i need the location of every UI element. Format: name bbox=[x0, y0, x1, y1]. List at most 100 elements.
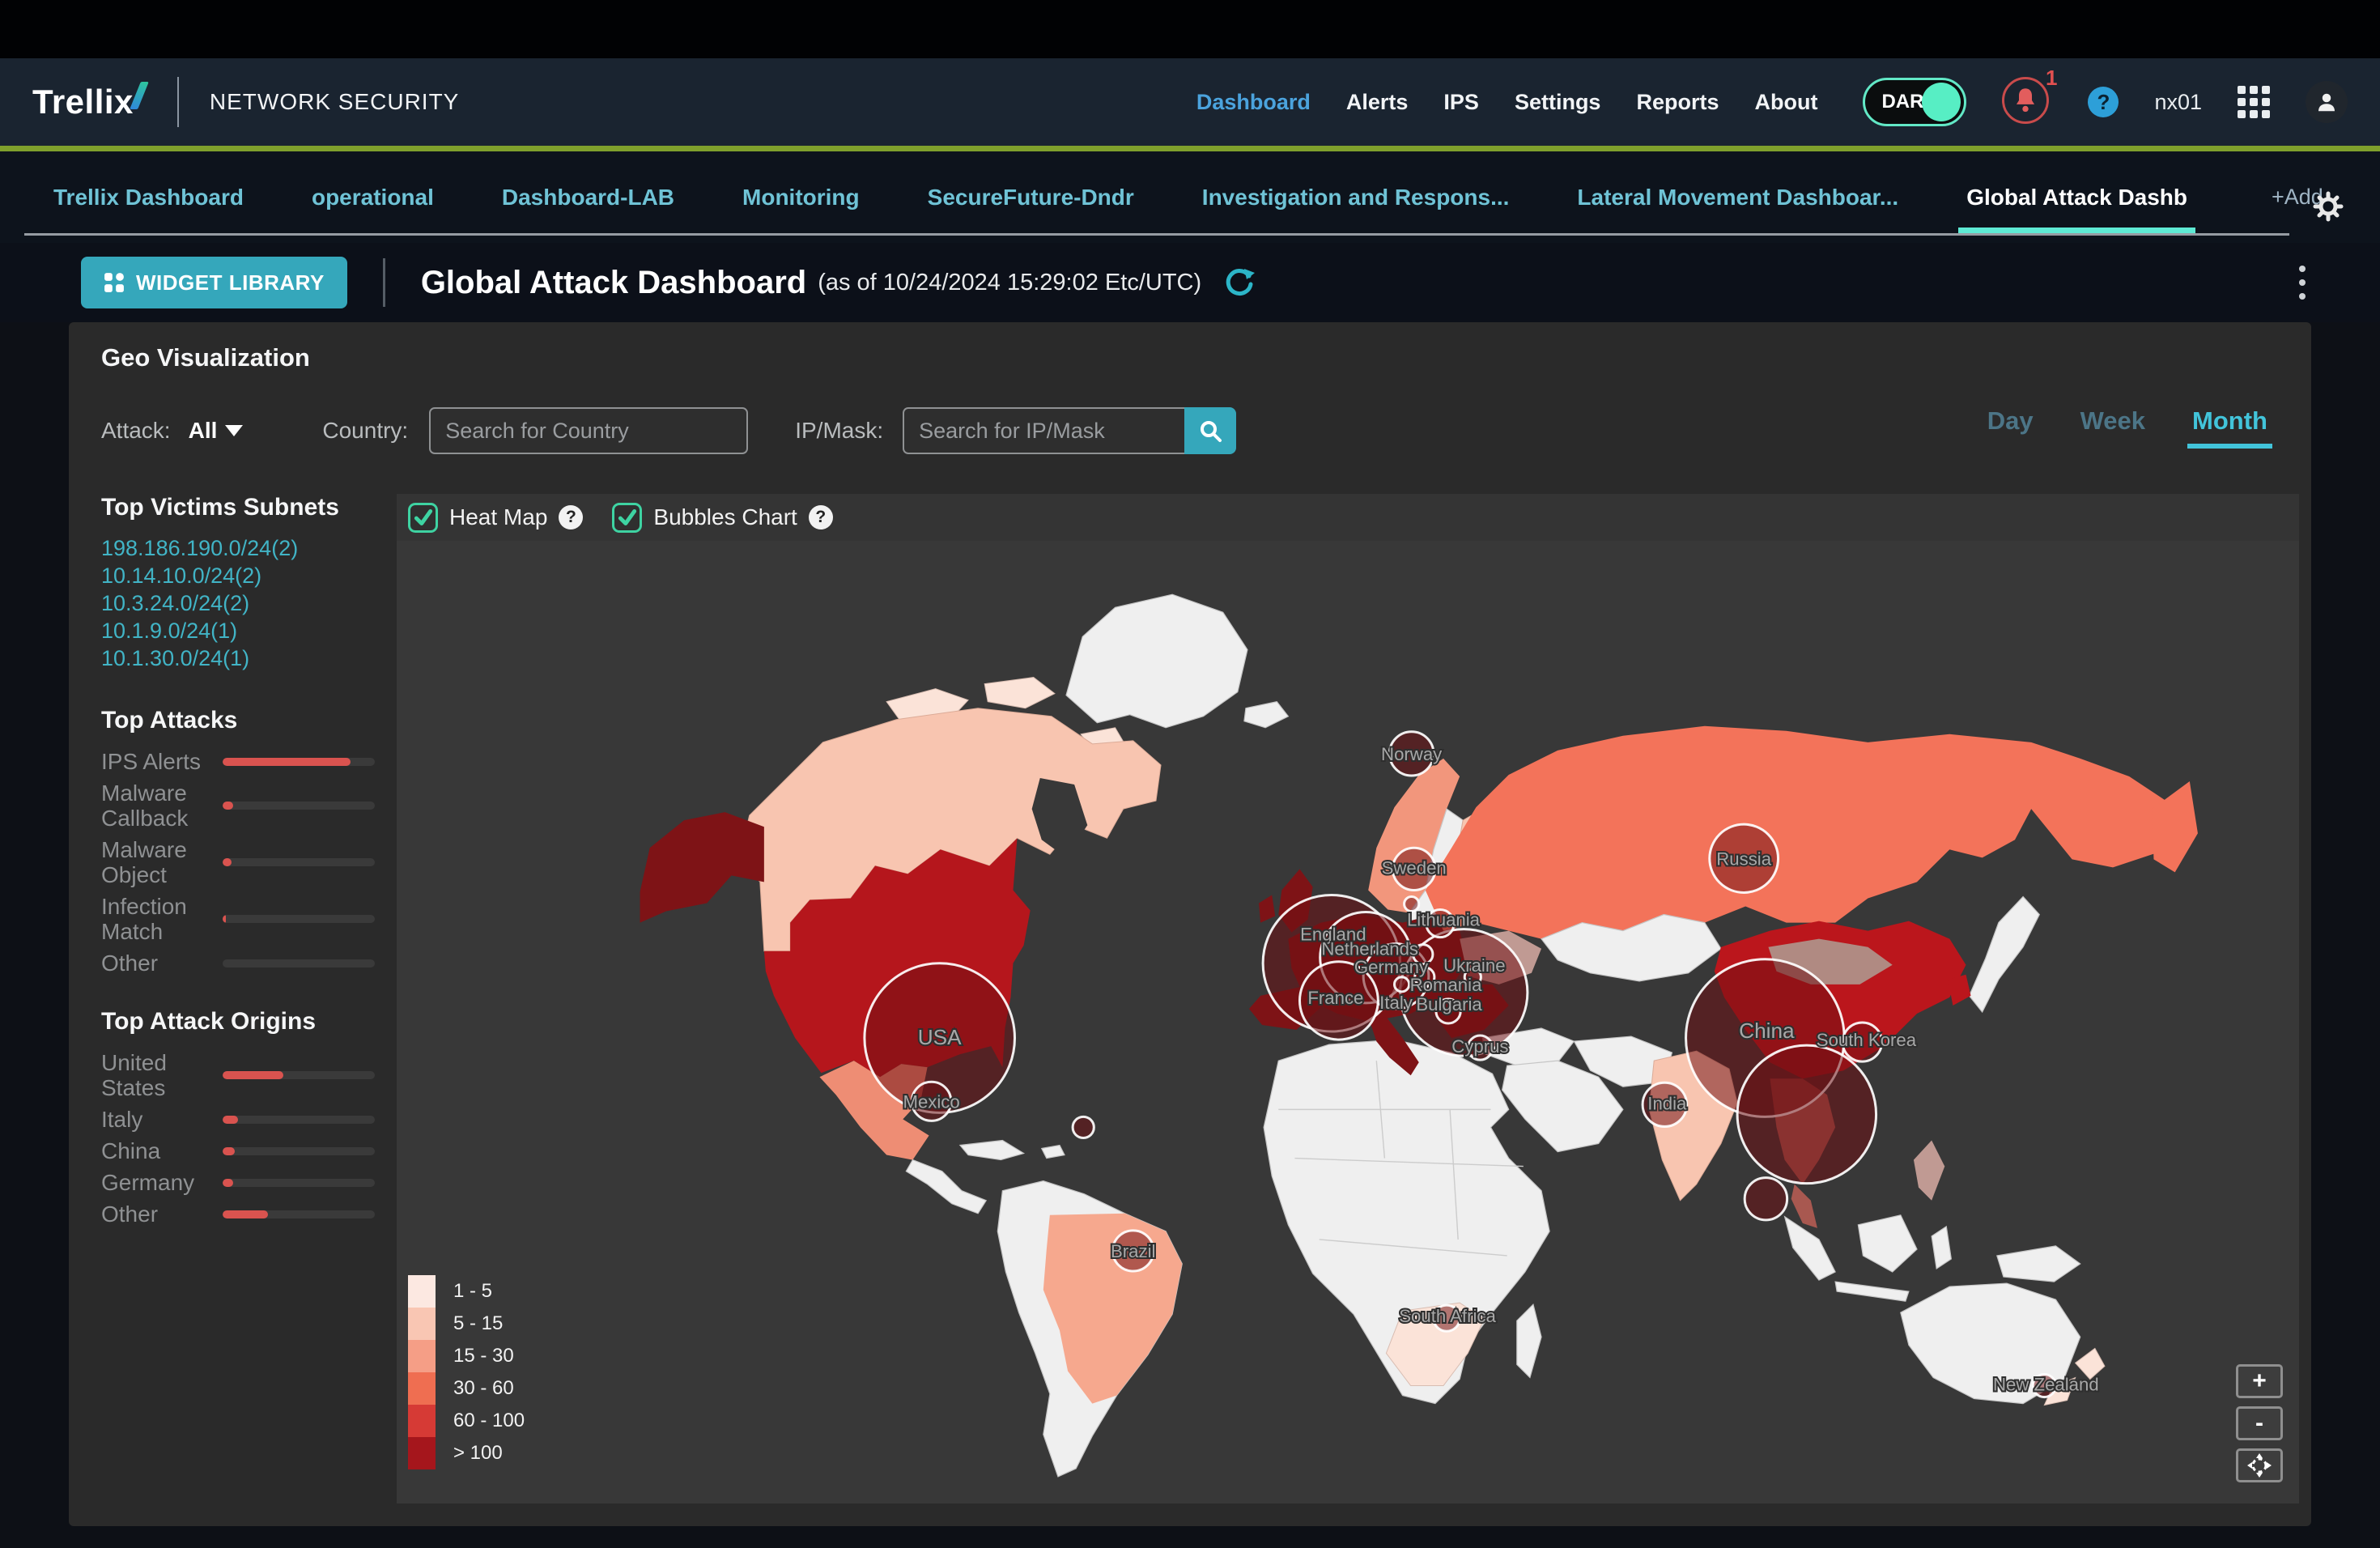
crosshair-icon bbox=[2247, 1453, 2272, 1478]
map-region-russia bbox=[1426, 726, 2178, 939]
legend-label: 15 - 30 bbox=[453, 1345, 514, 1367]
bar-track bbox=[223, 1071, 375, 1079]
nav-link-alerts[interactable]: Alerts bbox=[1346, 90, 1409, 115]
nav-link-settings[interactable]: Settings bbox=[1515, 90, 1601, 115]
product-name: NETWORK SECURITY bbox=[210, 89, 459, 115]
subnet-link-4[interactable]: 10.1.30.0/24(1) bbox=[101, 646, 385, 671]
attack-dropdown[interactable]: All bbox=[189, 418, 244, 444]
subnet-link-2[interactable]: 10.3.24.0/24(2) bbox=[101, 591, 385, 616]
toggle-heat-map: Heat Map? bbox=[408, 503, 583, 533]
tab-strip: Trellix Dashboard operational Dashboard-LA… bbox=[49, 151, 2323, 243]
country-label-new-zealand: New Zealand bbox=[1993, 1375, 2099, 1395]
world-map-svg: USAMexicoBrazilNorwaySwedenRussiaEngland… bbox=[397, 541, 2299, 1503]
checkbox-0[interactable] bbox=[408, 503, 438, 533]
username[interactable]: nx01 bbox=[2154, 90, 2202, 115]
map-region-russia-fareast bbox=[2152, 781, 2197, 872]
dashboard-tab-0[interactable]: Trellix Dashboard bbox=[49, 157, 249, 238]
help-icon[interactable]: ? bbox=[2088, 87, 2119, 117]
legend-swatch bbox=[408, 1340, 436, 1372]
legend-label: > 100 bbox=[453, 1442, 503, 1465]
app-header: Trellix NETWORK SECURITY Dashboard Alerts… bbox=[0, 58, 2380, 146]
country-label-italy: Italy bbox=[1379, 993, 1413, 1013]
bar-row-ips-alerts: IPS Alerts bbox=[101, 749, 385, 774]
dashboard-tab-1[interactable]: operational bbox=[307, 157, 439, 238]
header-right: Dashboard Alerts IPS Settings Reports About D… bbox=[1196, 77, 2348, 127]
subnet-link-0[interactable]: 198.186.190.0/24(2) bbox=[101, 536, 385, 561]
user-avatar[interactable] bbox=[2306, 81, 2348, 123]
dashboard-tab-2[interactable]: Dashboard-LAB bbox=[497, 157, 679, 238]
attack-bubble-23[interactable] bbox=[1737, 1045, 1876, 1184]
bar-row-italy: Italy bbox=[101, 1107, 385, 1132]
legend-label: 60 - 100 bbox=[453, 1410, 525, 1432]
dashboard-tab-5[interactable]: Investigation and Respons... bbox=[1197, 157, 1515, 238]
logo-text: Trellix bbox=[32, 83, 134, 121]
legend-label: 5 - 15 bbox=[453, 1312, 503, 1335]
subnet-link-1[interactable]: 10.14.10.0/24(2) bbox=[101, 563, 385, 589]
bar-row-malware-callback: Malware Callback bbox=[101, 780, 385, 831]
map-region-alaska bbox=[640, 812, 764, 922]
nav-link-ips[interactable]: IPS bbox=[1443, 90, 1479, 115]
map-region-malaysia bbox=[1791, 1184, 1817, 1228]
top-black-strip bbox=[0, 0, 2380, 58]
theme-toggle-knob bbox=[1922, 83, 1961, 121]
bar-fill bbox=[223, 1179, 233, 1187]
country-label-brazil: Brazil bbox=[1111, 1241, 1155, 1261]
legend-label: 30 - 60 bbox=[453, 1377, 514, 1400]
sidebar: Top Victims Subnets 198.186.190.0/24(2)1… bbox=[101, 494, 385, 1259]
nav-link-dashboard[interactable]: Dashboard bbox=[1196, 90, 1311, 115]
map-legend: 1 - 55 - 1515 - 3030 - 6060 - 100> 100 bbox=[408, 1275, 525, 1469]
country-label-russia: Russia bbox=[1716, 848, 1772, 869]
range-tab-week[interactable]: Week bbox=[2080, 406, 2145, 449]
range-tab-day[interactable]: Day bbox=[1987, 406, 2034, 449]
world-map[interactable]: USAMexicoBrazilNorwaySwedenRussiaEngland… bbox=[397, 541, 2299, 1503]
widget-library-button[interactable]: WIDGET LIBRARY bbox=[81, 257, 347, 308]
range-tab-month[interactable]: Month bbox=[2192, 406, 2267, 449]
dashboard-tab-7[interactable]: Global Attack Dashb bbox=[1961, 157, 2192, 238]
country-label-china: China bbox=[1739, 1019, 1795, 1043]
attack-bubble-2[interactable] bbox=[1073, 1116, 1094, 1138]
legend-swatch bbox=[408, 1308, 436, 1340]
bar-label: IPS Alerts bbox=[101, 749, 223, 774]
theme-toggle[interactable]: DARK bbox=[1863, 78, 1966, 126]
country-search-input[interactable] bbox=[429, 407, 748, 454]
bar-row-malware-object: Malware Object bbox=[101, 837, 385, 887]
filters-row: Attack: All Country: IP/Mask: bbox=[101, 406, 1236, 455]
country-label-bulgaria: Bulgaria bbox=[1416, 994, 1482, 1014]
checkbox-1[interactable] bbox=[612, 503, 642, 533]
dashboard-tab-3[interactable]: Monitoring bbox=[737, 157, 865, 238]
nav-link-about[interactable]: About bbox=[1754, 90, 1817, 115]
bar-row-other: Other bbox=[101, 1201, 385, 1227]
help-icon[interactable]: ? bbox=[809, 505, 833, 529]
subnet-link-3[interactable]: 10.1.9.0/24(1) bbox=[101, 619, 385, 644]
refresh-icon[interactable] bbox=[1222, 266, 1256, 300]
accent-line bbox=[0, 146, 2380, 151]
top-victims-list: 198.186.190.0/24(2)10.14.10.0/24(2)10.3.… bbox=[101, 536, 385, 671]
app-launcher-icon[interactable] bbox=[2238, 86, 2270, 118]
dashboard-tabbar: Trellix Dashboard operational Dashboard-LA… bbox=[0, 151, 2380, 243]
nav-link-reports[interactable]: Reports bbox=[1636, 90, 1719, 115]
dashboard-tab-6[interactable]: Lateral Movement Dashboar... bbox=[1572, 157, 1903, 238]
bar-label: Other bbox=[101, 950, 223, 976]
zoom-in-button[interactable]: + bbox=[2236, 1364, 2283, 1398]
attack-bubble-17[interactable] bbox=[1394, 977, 1409, 992]
dashboard-tab-4[interactable]: SecureFuture-Dndr bbox=[923, 157, 1139, 238]
top-attacks-list: IPS Alerts Malware Callback Malware Object… bbox=[101, 749, 385, 976]
search-button[interactable] bbox=[1184, 407, 1236, 454]
bar-label: Italy bbox=[101, 1107, 223, 1132]
map-toggles: Heat Map?Bubbles Chart? bbox=[408, 494, 833, 541]
trellix-logo[interactable]: Trellix bbox=[32, 83, 143, 121]
tab-settings-gear-icon[interactable] bbox=[2312, 190, 2344, 227]
kebab-menu-icon[interactable] bbox=[2299, 266, 2306, 300]
help-icon[interactable]: ? bbox=[559, 505, 583, 529]
bar-row-germany: Germany bbox=[101, 1170, 385, 1195]
ipmask-search-input[interactable] bbox=[903, 407, 1184, 454]
widget-icon bbox=[104, 272, 125, 293]
bell-icon[interactable] bbox=[2002, 77, 2049, 124]
zoom-out-button[interactable]: - bbox=[2236, 1406, 2283, 1440]
top-attacks-heading: Top Attacks bbox=[101, 707, 385, 734]
bar-fill bbox=[223, 1116, 238, 1124]
country-label-ukraine: Ukraine bbox=[1443, 955, 1505, 976]
attack-bubble-26[interactable] bbox=[1745, 1178, 1787, 1220]
recenter-button[interactable] bbox=[2236, 1448, 2283, 1482]
bar-label: Malware Object bbox=[101, 837, 223, 887]
